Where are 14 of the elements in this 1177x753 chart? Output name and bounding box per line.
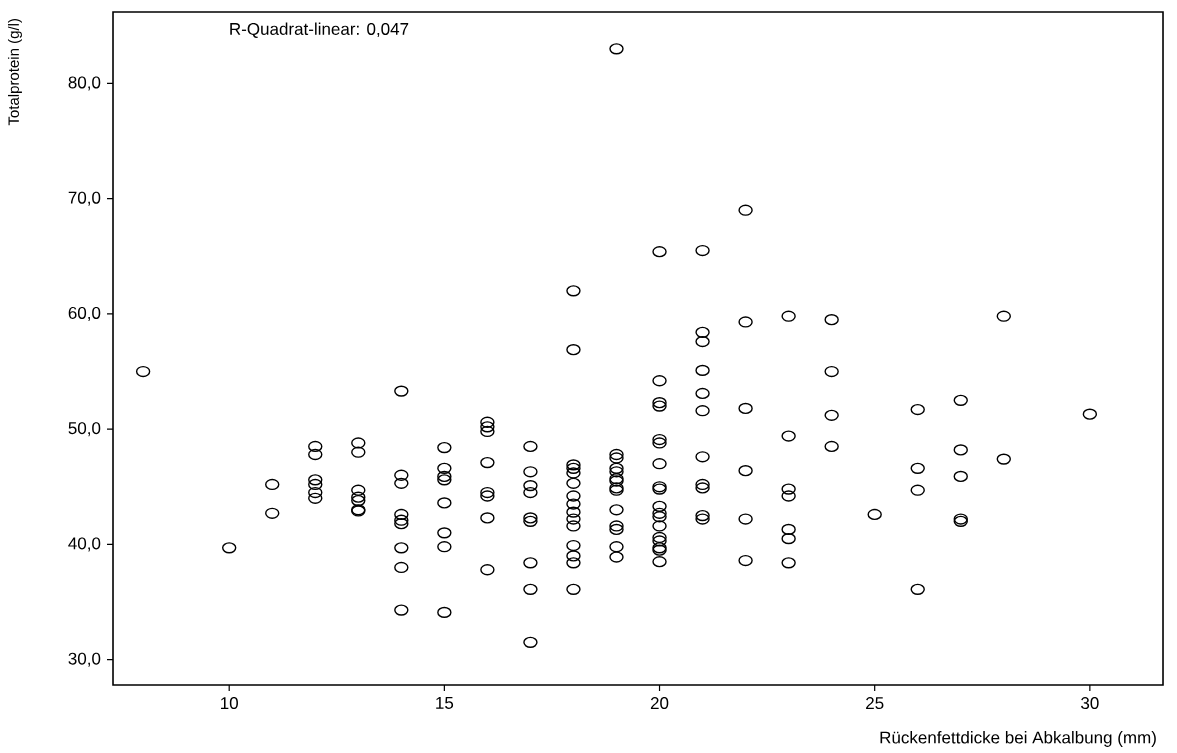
y-tick-label: 50,0: [68, 422, 101, 437]
y-tick-label: 30,0: [68, 652, 101, 667]
y-tick-label: 40,0: [68, 537, 101, 552]
x-tick-label: 20: [650, 697, 669, 710]
x-tick-label: 10: [221, 697, 238, 710]
y-tick-label: 60,0: [68, 306, 101, 321]
x-tick-label: 15: [436, 697, 454, 709]
y-axis-title: Totalprotein (g/l): [7, 18, 22, 126]
annotation: R-Quadrat-linear: 0,047: [230, 22, 409, 38]
y-tick-label: 80,0: [68, 76, 101, 91]
x-tick-label: 30: [1081, 697, 1099, 710]
x-tick-label: 25: [866, 697, 884, 710]
y-tick-label: 70,0: [68, 191, 101, 206]
x-axis-title: Rückenfettdicke bei Abkalbung (mm): [880, 731, 1156, 747]
